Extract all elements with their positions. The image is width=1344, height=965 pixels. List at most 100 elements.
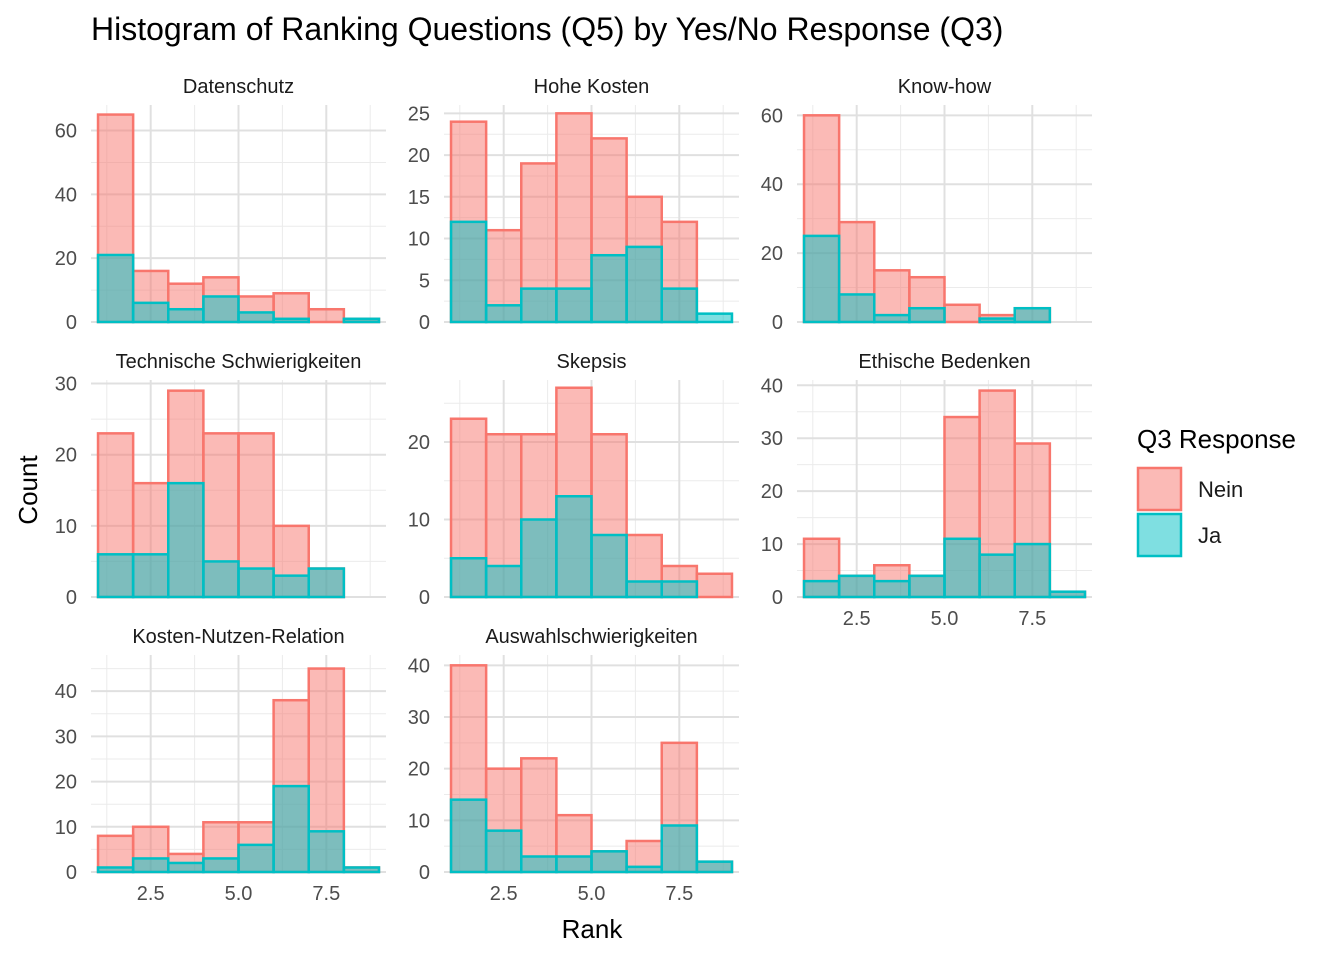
bar-ja-kosten-nutzen-relation-bin-1 [96, 866, 135, 874]
y-tick-label: 60 [55, 121, 77, 143]
bar-ja-kosten-nutzen-relation-bin-2 [131, 857, 170, 874]
facet-panel-skepsis: Skepsis 0 10 20 [408, 351, 739, 609]
facet-panel-datenschutz: Datenschutz 0 20 40 60 [55, 76, 386, 334]
bar-ja-ethische-bedenken-bin-5 [943, 537, 981, 599]
y-tick-label: 30 [55, 374, 77, 396]
bar-ja-know-how-bin-2 [837, 293, 876, 324]
legend: Q3 Response Nein Ja [1136, 424, 1296, 558]
x-tick-label: 2.5 [490, 883, 518, 905]
bar-nein-datenschutz-bin-7 [307, 307, 346, 324]
bar-ja-kosten-nutzen-relation-bin-8 [342, 866, 381, 874]
bar-ja-kosten-nutzen-relation-bin-5 [237, 843, 275, 874]
y-tick-label: 20 [761, 243, 783, 265]
bar-ja-hohe-kosten-bin-6 [625, 245, 663, 324]
bar-ja-auswahlschwierigkeiten-bin-8 [695, 860, 734, 874]
legend-entry-nein: Nein [1136, 466, 1243, 512]
y-tick-label: 0 [66, 587, 77, 609]
bar-ja-hohe-kosten-bin-2 [484, 304, 523, 324]
y-tick-label: 0 [772, 587, 783, 609]
bar-ja-auswahlschwierigkeiten-bin-2 [484, 829, 523, 874]
y-tick-label: 10 [408, 810, 430, 832]
bar-ja-datenschutz-bin-4 [202, 295, 240, 324]
legend-entry-ja: Ja [1136, 512, 1222, 558]
y-tick-label: 20 [55, 772, 77, 794]
y-tick-label: 40 [55, 184, 77, 206]
x-tick-label: 2.5 [843, 608, 871, 630]
y-tick-label: 0 [66, 312, 77, 334]
bar-ja-datenschutz-bin-2 [131, 301, 170, 324]
bar-ja-skepsis-bin-5 [590, 533, 628, 599]
y-tick-label: 30 [408, 707, 430, 729]
bar-ja-skepsis-bin-7 [660, 580, 699, 599]
x-tick-label: 2.5 [137, 883, 165, 905]
bar-ja-ethische-bedenken-bin-8 [1048, 590, 1087, 599]
bar-ja-know-how-bin-1 [802, 234, 841, 324]
bar-ja-hohe-kosten-bin-3 [520, 287, 558, 324]
x-tick-label: 7.5 [665, 883, 693, 905]
bar-nein-kosten-nutzen-relation-bin-1 [96, 834, 135, 874]
bar-ja-datenschutz-bin-8 [342, 317, 381, 324]
bar-ja-hohe-kosten-bin-4 [555, 287, 593, 324]
bar-nein-know-how-bin-5 [943, 303, 981, 324]
y-tick-label: 5 [419, 270, 430, 292]
bar-nein-datenschutz-bin-6 [272, 292, 310, 324]
bar-ja-datenschutz-bin-6 [272, 317, 310, 324]
legend-key-nein [1136, 466, 1183, 512]
bar-nein-auswahlschwierigkeiten-bin-3 [520, 757, 558, 874]
y-tick-label: 30 [55, 726, 77, 748]
y-tick-label: 10 [55, 516, 77, 538]
bar-ja-auswahlschwierigkeiten-bin-6 [625, 865, 663, 874]
y-tick-label: 20 [761, 481, 783, 503]
facet-panel-hohe-kosten: Hohe Kosten 0 5 10 15 20 25 [408, 76, 739, 334]
y-tick-label: 0 [66, 862, 77, 884]
facet-title-kosten-nutzen-relation: Kosten-Nutzen-Relation [132, 626, 344, 648]
bar-ja-datenschutz-bin-5 [237, 311, 275, 324]
bar-ja-skepsis-bin-1 [449, 557, 488, 599]
x-tick-label: 5.0 [578, 883, 606, 905]
y-tick-label: 0 [772, 312, 783, 334]
facet-title-hohe-kosten: Hohe Kosten [534, 76, 650, 98]
bar-ja-datenschutz-bin-3 [167, 307, 205, 324]
y-tick-label: 40 [761, 174, 783, 196]
legend-key-ja [1136, 512, 1183, 558]
bar-ja-auswahlschwierigkeiten-bin-7 [660, 824, 699, 874]
y-tick-label: 40 [408, 655, 430, 677]
y-axis-label: Count [13, 455, 43, 525]
bar-ja-ethische-bedenken-bin-2 [837, 574, 876, 599]
facet-title-ethische-bedenken: Ethische Bedenken [858, 351, 1030, 373]
legend-label-ja: Ja [1198, 523, 1222, 548]
y-tick-label: 30 [761, 428, 783, 450]
y-tick-label: 10 [408, 510, 430, 532]
bar-ja-skepsis-bin-2 [484, 564, 523, 599]
facet-panel-technische-schwierigkeiten: Technische Schwierigkeiten 0 10 20 30 [55, 351, 386, 609]
y-tick-label: 60 [761, 105, 783, 127]
y-tick-label: 15 [408, 187, 430, 209]
facet-panel-kosten-nutzen-relation: Kosten-Nutzen-Relation 0 10 20 30 40 2.5 5.0 7.5 [55, 626, 386, 905]
bar-ja-ethische-bedenken-bin-7 [1013, 542, 1052, 599]
bar-ja-auswahlschwierigkeiten-bin-5 [590, 850, 628, 874]
y-tick-label: 20 [408, 432, 430, 454]
bar-ja-ethische-bedenken-bin-4 [908, 574, 946, 599]
y-tick-label: 40 [761, 375, 783, 397]
bar-ja-datenschutz-bin-1 [96, 253, 135, 324]
x-tick-label: 5.0 [225, 883, 253, 905]
bar-ja-ethische-bedenken-bin-6 [978, 553, 1016, 599]
facet-panel-ethische-bedenken: Ethische Bedenken 0 10 20 30 40 2.5 5.0 7.5 [761, 351, 1092, 630]
y-tick-label: 0 [419, 312, 430, 334]
legend-title: Q3 Response [1137, 424, 1296, 454]
bar-ja-technische-schwierigkeiten-bin-6 [272, 574, 310, 599]
bar-ja-technische-schwierigkeiten-bin-1 [96, 553, 135, 599]
bar-ja-kosten-nutzen-relation-bin-7 [307, 830, 346, 874]
chart-title: Histogram of Ranking Questions (Q5) by Y… [91, 11, 1003, 47]
bar-ja-technische-schwierigkeiten-bin-4 [202, 560, 240, 599]
x-tick-label: 5.0 [931, 608, 959, 630]
bar-ja-kosten-nutzen-relation-bin-6 [272, 784, 310, 874]
bar-ja-auswahlschwierigkeiten-bin-4 [555, 855, 593, 874]
y-tick-label: 20 [55, 248, 77, 270]
facet-panel-auswahlschwierigkeiten: Auswahlschwierigkeiten 0 10 20 30 40 2.5 5.0 7.5 [408, 626, 739, 905]
bar-ja-kosten-nutzen-relation-bin-4 [202, 857, 240, 874]
bar-ja-technische-schwierigkeiten-bin-7 [307, 567, 346, 599]
bar-ja-know-how-bin-7 [1013, 306, 1052, 324]
facet-title-datenschutz: Datenschutz [183, 76, 294, 98]
